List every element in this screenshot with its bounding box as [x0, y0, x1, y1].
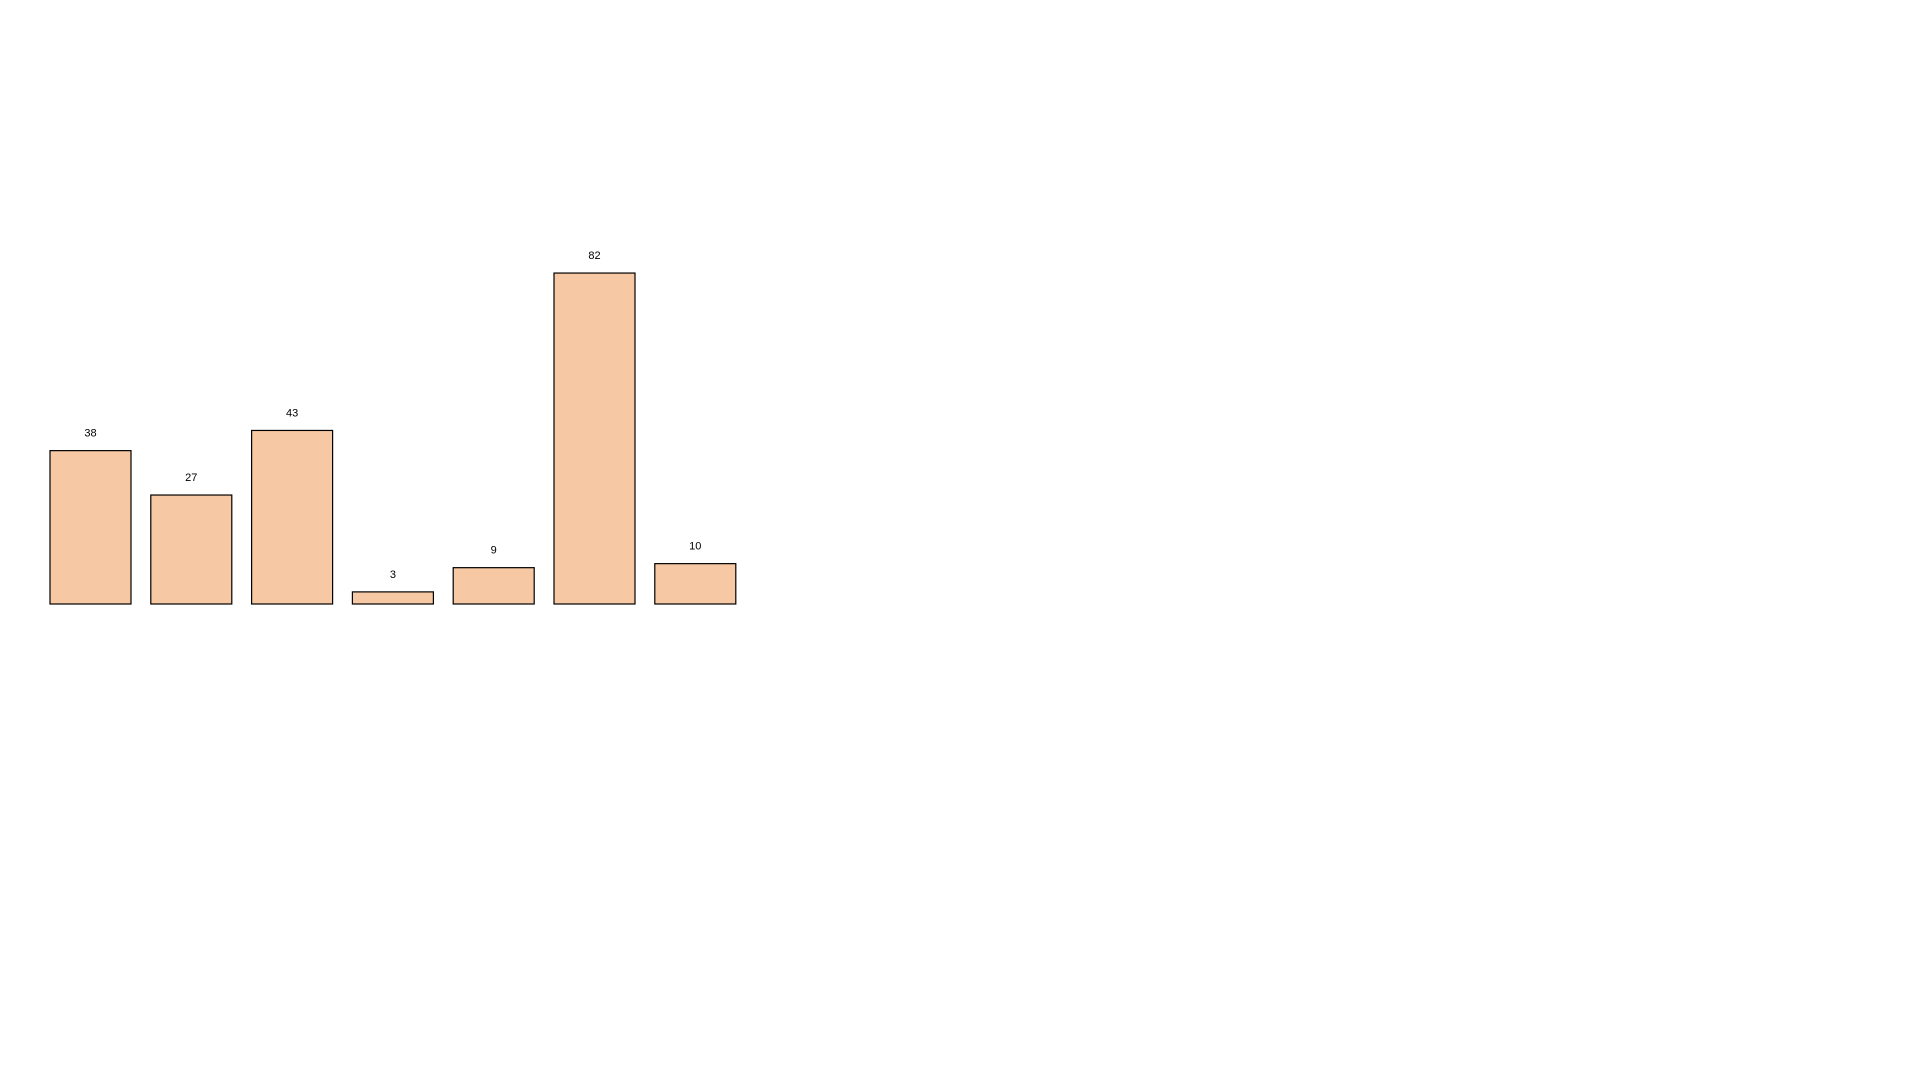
bar-2: [150, 494, 233, 605]
bars-layer: [49, 272, 737, 605]
bar-4: [351, 591, 434, 605]
bar-6: [553, 272, 636, 605]
data-label-5: 9: [491, 545, 497, 557]
data-label-1: 38: [84, 428, 96, 440]
data-label-3: 43: [286, 407, 298, 419]
bar-5: [452, 567, 535, 605]
bar-1: [49, 450, 132, 605]
data-labels-layer: 38 27 43 3 9 82 10: [84, 250, 701, 581]
data-label-2: 27: [185, 472, 197, 484]
data-label-7: 10: [689, 541, 701, 553]
bar-3: [251, 429, 334, 605]
data-label-6: 82: [588, 250, 600, 262]
data-label-4: 3: [390, 569, 396, 581]
bar-7: [654, 563, 737, 605]
